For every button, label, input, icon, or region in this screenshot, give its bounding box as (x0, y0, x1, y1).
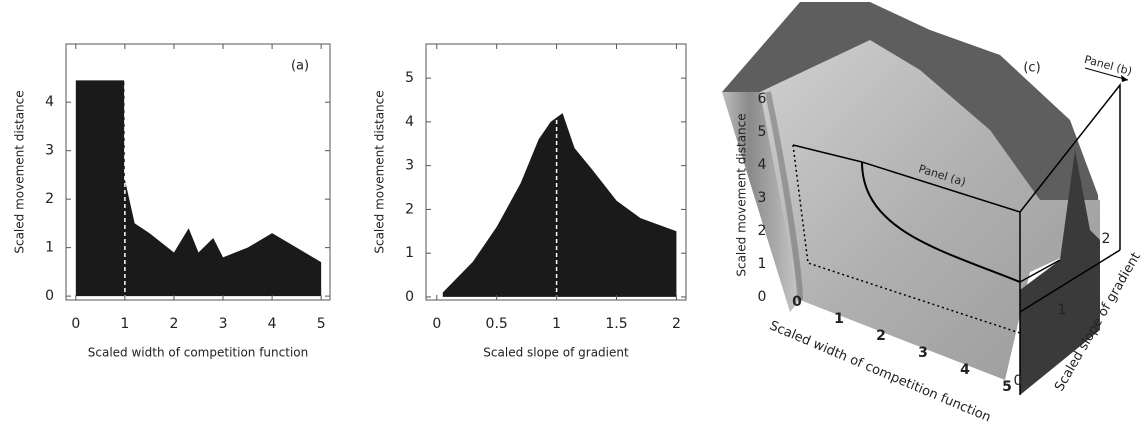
plot-frame (65, 43, 331, 301)
area (442, 113, 677, 297)
x-axis-label: Scaled width of competition function (88, 346, 308, 360)
y-tick-label: 4 (45, 94, 54, 110)
y-axis-label: Scaled movement distance (373, 90, 387, 253)
y-tick-label: 3 (405, 158, 414, 174)
y-tick-label: 1 (45, 240, 54, 256)
y-tick-label: 3 (45, 143, 54, 159)
x-tick-label: 1 (552, 316, 561, 332)
y-tick-label: 2 (1102, 231, 1111, 247)
z-tick-label: 2 (758, 223, 767, 239)
x-tick-label: 1 (120, 316, 129, 332)
y-tick-label: 5 (405, 70, 414, 86)
y-tick-label: 4 (405, 114, 414, 130)
x-tick-label: 4 (268, 316, 277, 332)
z-tick-label: 6 (758, 91, 767, 107)
x-tick-label: 2 (876, 328, 886, 344)
x-tick-label: 2 (672, 316, 681, 332)
x-tick-label: 5 (317, 316, 326, 332)
panel-annotation: (c) (1023, 61, 1040, 76)
plot-frame (425, 43, 687, 301)
z-tick-label: 1 (758, 256, 767, 272)
z-tick-label: 3 (758, 190, 767, 206)
y-tick-label: 1 (1058, 302, 1067, 318)
z-tick-label: 0 (758, 289, 767, 305)
x-tick-label: 0.5 (486, 316, 508, 332)
x-tick-label: 4 (960, 362, 970, 378)
x-tick-label: 1.5 (605, 316, 627, 332)
x-axis-label: Scaled slope of gradient (483, 346, 629, 360)
z-tick-label: 5 (758, 124, 767, 140)
y-tick-label: 2 (405, 201, 414, 217)
y-tick-label: 0 (45, 288, 54, 304)
y-tick-label: 0 (1014, 373, 1023, 389)
panel-annotation: (a) (291, 59, 309, 74)
y-tick-label: 2 (45, 191, 54, 207)
surface-drawing (722, 2, 1129, 395)
area (75, 80, 322, 297)
z-axis-label: Scaled movement distance (735, 113, 749, 276)
y-axis-label: Scaled movement distance (13, 90, 27, 253)
x-tick-label: 1 (834, 311, 844, 327)
x-tick-label: 0 (71, 316, 80, 332)
x-tick-label: 0 (432, 316, 441, 332)
x-tick-label: 0 (792, 294, 802, 310)
x-tick-label: 3 (918, 345, 928, 361)
x-tick-label: 5 (1002, 379, 1012, 395)
x-tick-label: 3 (219, 316, 228, 332)
y-tick-label: 1 (405, 245, 414, 261)
y-tick-label: 0 (405, 289, 414, 305)
z-tick-label: 4 (758, 157, 767, 173)
x-tick-label: 2 (169, 316, 178, 332)
